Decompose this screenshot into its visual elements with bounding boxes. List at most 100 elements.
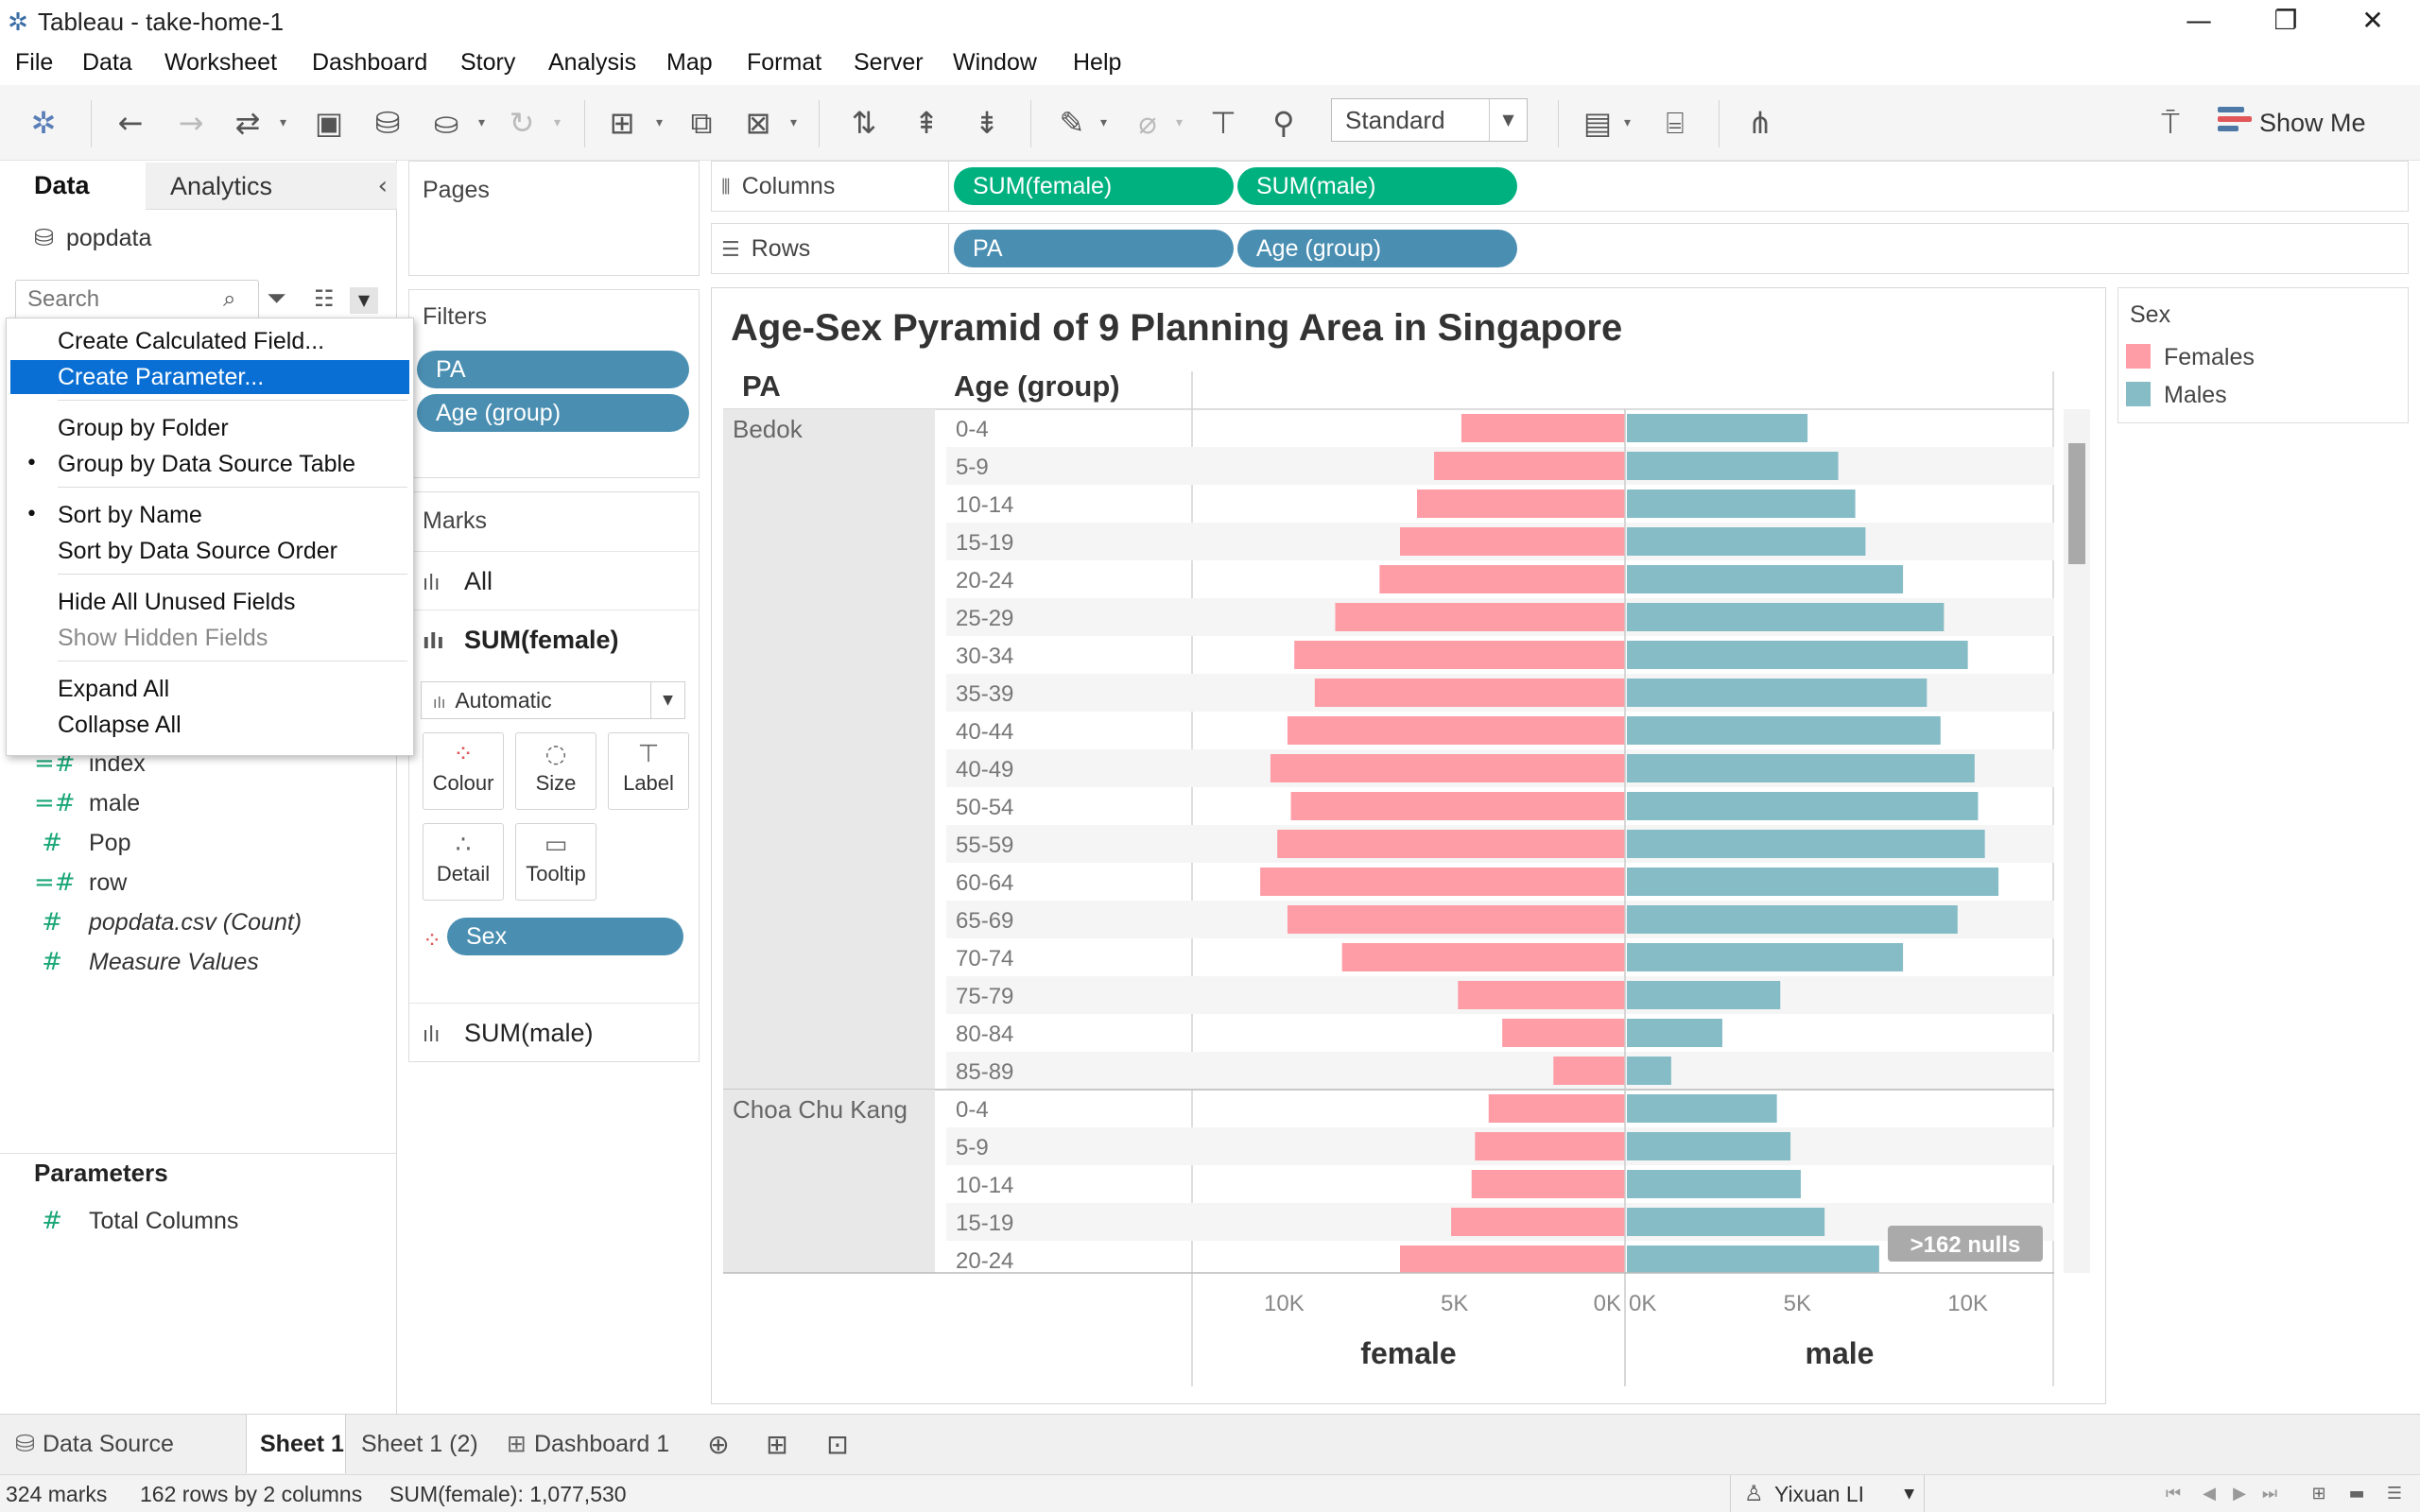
chevron-down-icon[interactable]: ▾	[790, 115, 798, 130]
legend-item-males[interactable]: Males	[2126, 379, 2227, 411]
detail-button[interactable]: ∴ Detail	[423, 823, 504, 901]
prev-sheet-icon[interactable]: ◀	[2203, 1484, 2216, 1503]
field-item[interactable]: # Measure Values	[34, 943, 258, 981]
collapse-pane-icon[interactable]: ‹	[377, 172, 388, 200]
menu-hide-all-unused-fields[interactable]: Hide All Unused Fields	[58, 589, 296, 615]
tab-dashboard-1[interactable]: ⊞ Dashboard 1	[507, 1415, 686, 1473]
tab-data-source[interactable]: ⛁ Data Source	[15, 1415, 242, 1473]
parameter-item[interactable]: # Total Columns	[34, 1202, 238, 1240]
rows-pill-age-group[interactable]: Age (group)	[1237, 230, 1517, 267]
filter-pill-pa[interactable]: PA	[417, 351, 689, 388]
columns-pill-sum-female[interactable]: SUM(female)	[954, 167, 1234, 205]
menu-group-by-data-source-table[interactable]: • Group by Data Source Table	[7, 447, 413, 481]
scrollbar-thumb[interactable]	[2068, 443, 2085, 564]
last-sheet-icon[interactable]: ⏭	[2261, 1484, 2278, 1503]
menu-analysis[interactable]: Analysis	[548, 49, 637, 76]
field-item[interactable]: =# row	[34, 864, 127, 902]
chevron-down-icon[interactable]: ▾	[280, 115, 287, 130]
show-me-button[interactable]: Show Me	[2218, 102, 2366, 144]
rows-shelf[interactable]: ☰ Rows PA Age (group)	[711, 223, 2409, 274]
chevron-down-icon[interactable]: ▾	[478, 115, 486, 130]
legend-item-females[interactable]: Females	[2126, 341, 2255, 373]
tab-analytics[interactable]: Analytics ‹	[146, 163, 397, 210]
show-cards-icon[interactable]: ▤	[1582, 105, 1613, 141]
new-worksheet-icon[interactable]: ⊕	[707, 1429, 730, 1460]
chevron-down-icon[interactable]: ▾	[1176, 115, 1184, 130]
filter-pill-age-group[interactable]: Age (group)	[417, 394, 689, 432]
field-item[interactable]: # popdata.csv (Count)	[34, 903, 302, 941]
search-input[interactable]	[15, 280, 259, 319]
new-data-source-icon[interactable]: ⛁	[374, 105, 401, 141]
new-dashboard-icon[interactable]: ⊞	[766, 1429, 788, 1460]
view-list-icon[interactable]: ☷	[314, 285, 335, 312]
chevron-down-icon[interactable]: ▼	[650, 682, 684, 718]
field-item[interactable]: # Pop	[34, 824, 130, 862]
user-menu[interactable]: ♙ Yixuan LI ▼	[1730, 1475, 1925, 1512]
show-mark-labels-icon[interactable]: ⊤	[1210, 105, 1236, 141]
swap-rows-columns-icon[interactable]: ⇄	[234, 105, 261, 141]
swap-axes-icon[interactable]: ⇅	[851, 105, 877, 141]
ask-data-icon[interactable]: ⍑	[2161, 105, 2180, 141]
group-members-icon[interactable]: ⌀	[1138, 105, 1157, 141]
sheet-sorter-icon[interactable]: ⊞	[2311, 1484, 2326, 1503]
size-button[interactable]: ◌ Size	[515, 732, 596, 810]
menu-collapse-all[interactable]: Collapse All	[58, 712, 182, 738]
tableau-home-icon[interactable]: ✲	[30, 105, 57, 141]
save-icon[interactable]: ▣	[314, 105, 344, 141]
menu-server[interactable]: Server	[854, 49, 924, 76]
menu-window[interactable]: Window	[953, 49, 1037, 76]
duplicate-sheet-icon[interactable]: ⧉	[690, 105, 713, 141]
menu-story[interactable]: Story	[460, 49, 516, 76]
menu-help[interactable]: Help	[1073, 49, 1122, 76]
menu-group-by-folder[interactable]: Group by Folder	[58, 415, 229, 441]
close-button[interactable]: ✕	[2361, 5, 2384, 36]
fit-dropdown[interactable]: Standard ▼	[1331, 98, 1528, 142]
sort-descending-icon[interactable]: ⇟	[974, 105, 1000, 141]
menu-expand-all[interactable]: Expand All	[58, 676, 170, 702]
marks-tab-sum-female[interactable]: ılı SUM(female)	[409, 610, 699, 668]
tab-sheet-1[interactable]: Sheet 1	[246, 1415, 346, 1473]
chevron-down-icon[interactable]: ▾	[1100, 115, 1108, 130]
data-source-icon[interactable]: ⛀	[433, 105, 459, 141]
undo-icon[interactable]: ←	[117, 105, 144, 141]
tab-data[interactable]: Data	[0, 161, 146, 210]
colour-button[interactable]: ⁘ Colour	[423, 732, 504, 810]
columns-shelf[interactable]: ⦀ Columns SUM(female) SUM(male)	[711, 161, 2409, 212]
fix-axes-icon[interactable]: ⚲	[1272, 105, 1295, 141]
filmstrip-icon[interactable]: ▬	[2348, 1484, 2365, 1503]
presentation-mode-icon[interactable]: ⌸	[1666, 105, 1685, 141]
refresh-icon[interactable]: ↻	[509, 105, 535, 141]
new-story-icon[interactable]: ⊡	[826, 1429, 849, 1460]
chevron-down-icon[interactable]: ▾	[656, 115, 664, 130]
new-worksheet-icon[interactable]: ⊞	[609, 105, 635, 141]
redo-icon[interactable]: →	[178, 105, 204, 141]
pyramid-chart[interactable]: Bedok 0-4 5-9 10-14 15-19 20-24 25-29 30-34 35-3…	[712, 288, 2107, 1405]
marks-pill-sex[interactable]: Sex	[447, 918, 683, 955]
menu-dashboard[interactable]: Dashboard	[312, 49, 428, 76]
filter-icon[interactable]: ⏷	[267, 284, 286, 313]
menu-file[interactable]: File	[15, 49, 54, 76]
menu-data[interactable]: Data	[82, 49, 132, 76]
columns-pill-sum-male[interactable]: SUM(male)	[1237, 167, 1517, 205]
chevron-down-icon[interactable]: ▼	[1489, 99, 1527, 141]
marks-tab-sum-male[interactable]: ılı SUM(male)	[409, 1003, 699, 1061]
sort-ascending-icon[interactable]: ⇞	[913, 105, 940, 141]
highlight-icon[interactable]: ✎	[1059, 105, 1085, 141]
label-button[interactable]: ⊤ Label	[608, 732, 689, 810]
filters-shelf[interactable]: Filters PA Age (group)	[408, 289, 700, 478]
first-sheet-icon[interactable]: ⏮	[2165, 1484, 2182, 1503]
pages-shelf[interactable]: Pages	[408, 161, 700, 276]
next-sheet-icon[interactable]: ▶	[2233, 1484, 2246, 1503]
menu-map[interactable]: Map	[666, 49, 713, 76]
menu-format[interactable]: Format	[747, 49, 822, 76]
clear-sheet-icon[interactable]: ⊠	[745, 105, 771, 141]
tooltip-button[interactable]: ▭ Tooltip	[515, 823, 596, 901]
share-icon[interactable]: ⋔	[1747, 105, 1773, 141]
search-icon[interactable]: ⌕	[223, 285, 236, 312]
minimize-button[interactable]: —	[2186, 5, 2212, 36]
menu-create-calculated-field[interactable]: Create Calculated Field...	[58, 328, 325, 354]
data-pane-menu-button[interactable]: ▼	[350, 287, 378, 314]
chevron-down-icon[interactable]: ▾	[554, 115, 562, 130]
tabs-view-icon[interactable]: ☰	[2386, 1484, 2403, 1503]
tab-sheet-1-2[interactable]: Sheet 1 (2)	[361, 1431, 478, 1457]
